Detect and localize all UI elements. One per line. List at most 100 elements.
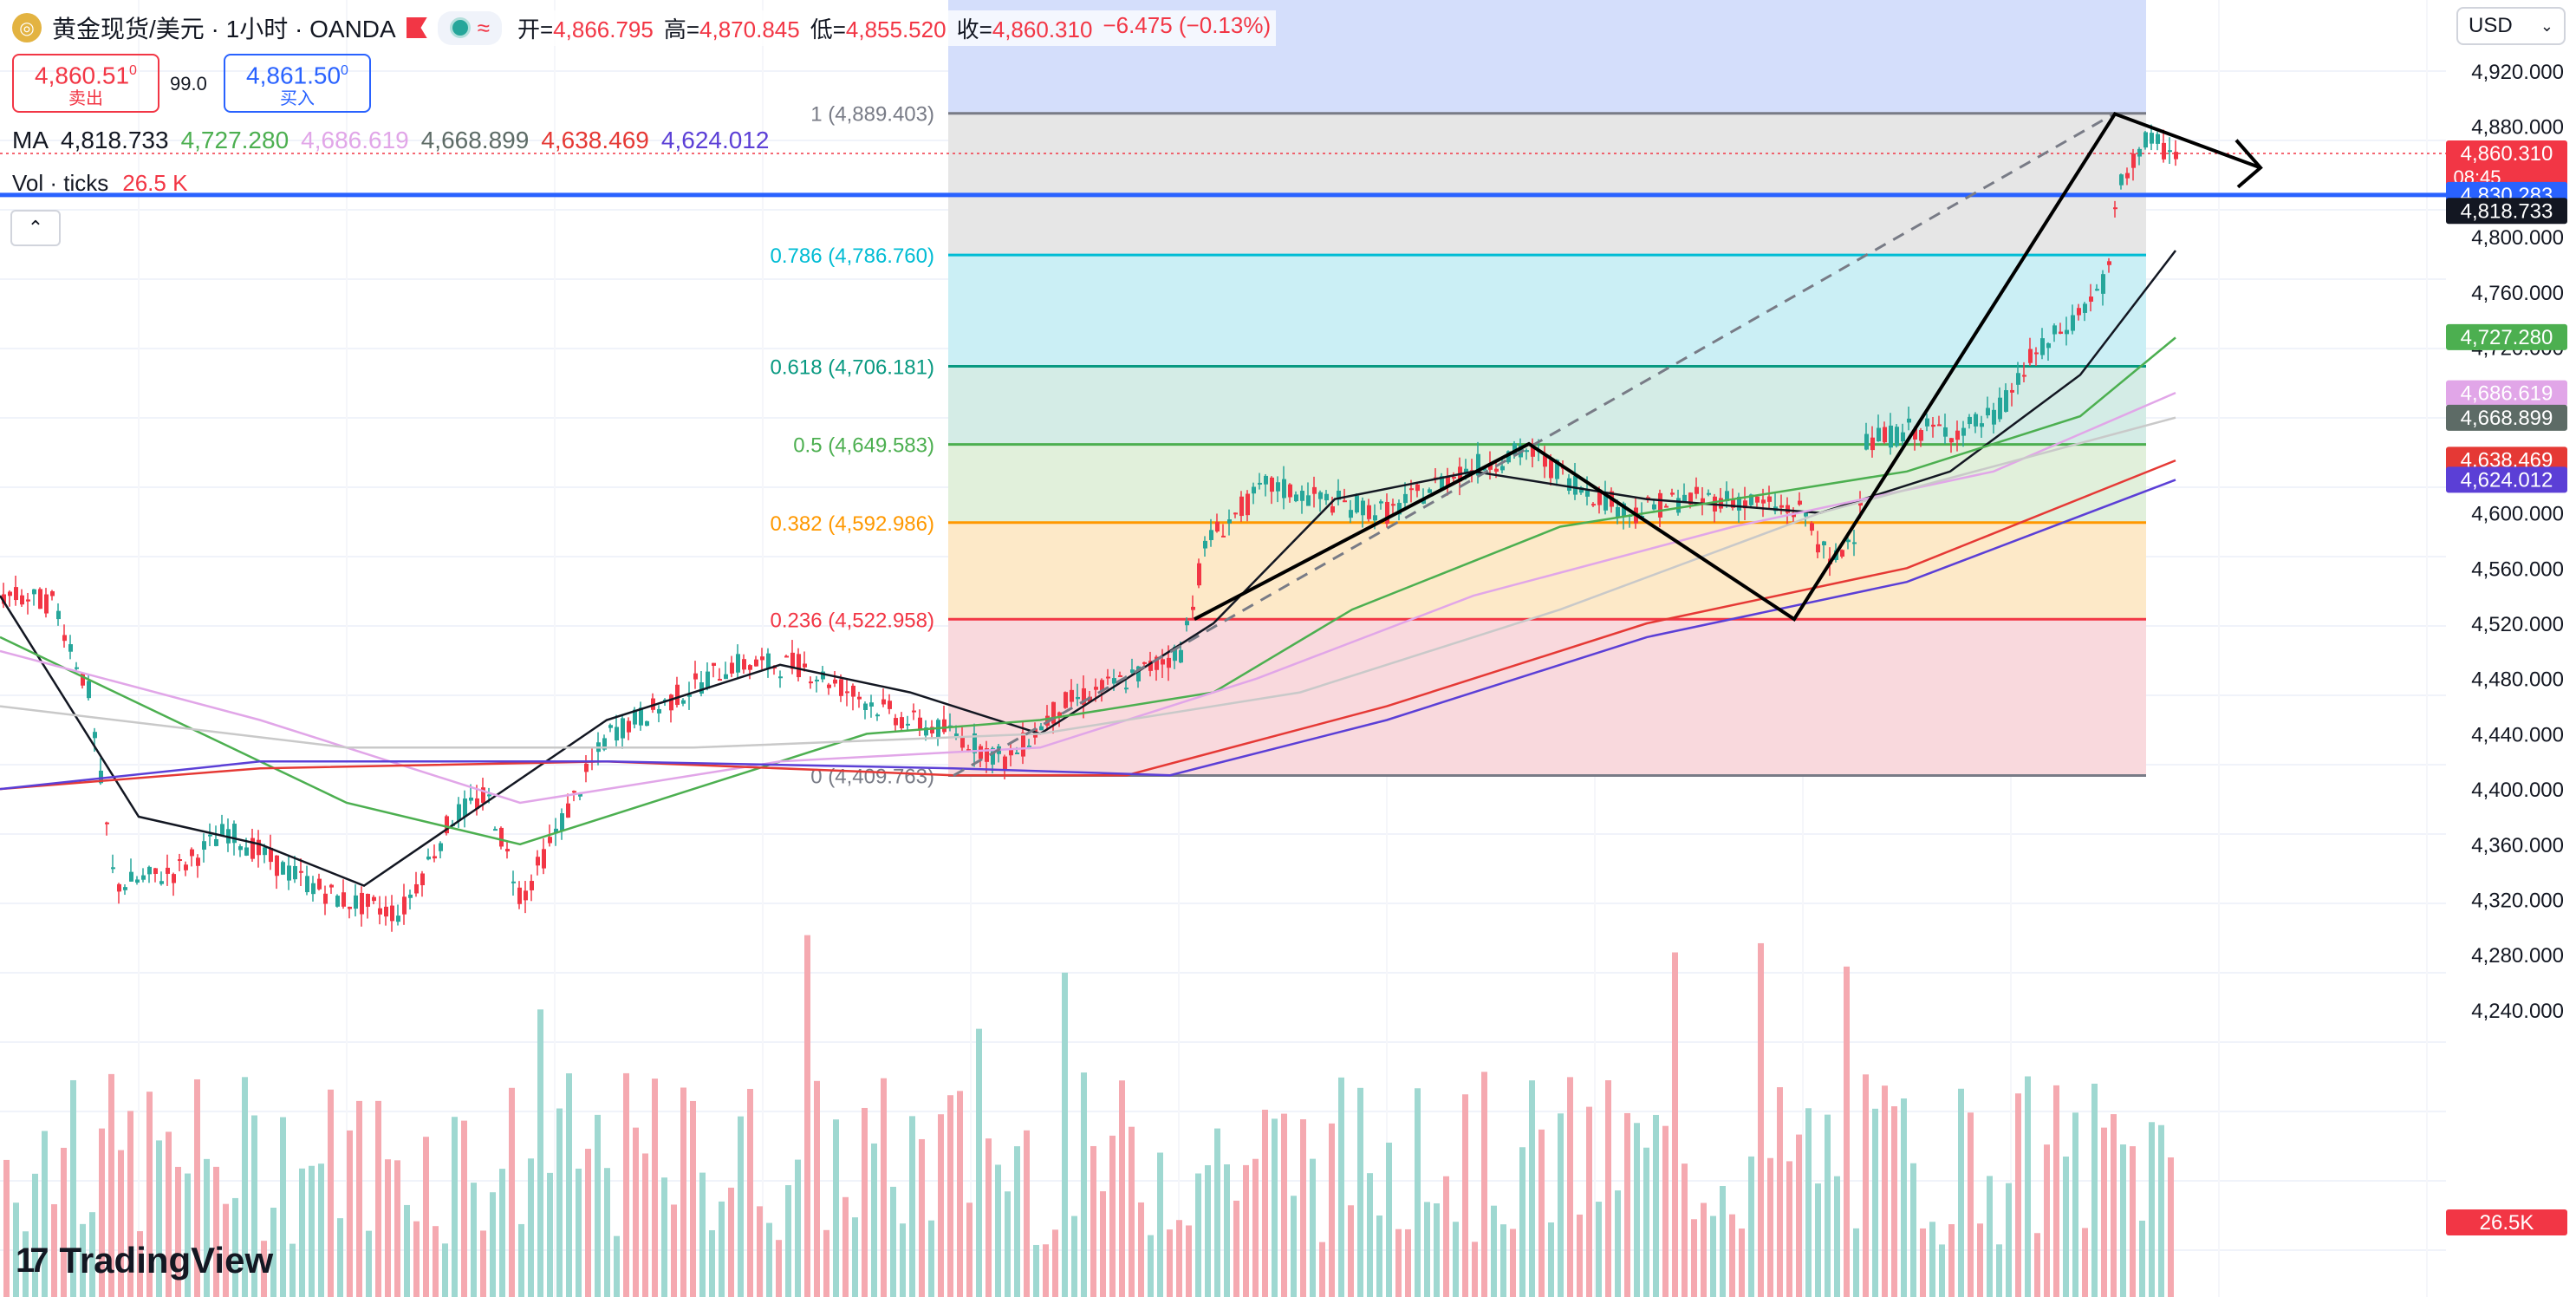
price-axis-tick: 4,920.000 [2471,61,2564,84]
sell-button[interactable]: 4,860.510 卖出 [12,54,159,113]
candle-body [530,881,534,890]
symbol-title[interactable]: 黄金现货/美元 · 1小时 · OANDA [52,16,396,42]
candle-body [1786,505,1790,513]
candle-body [1579,487,1584,493]
candle-body [2071,315,2075,331]
ma-legend[interactable]: MA 4,818.733 4,727.280 4,686.619 4,668.8… [12,127,769,154]
candle-body [1167,657,1171,668]
volume-bar [862,1107,868,1297]
candle-body [706,671,710,689]
volume-bar [80,1223,86,1297]
volume-bar [1195,1173,1201,1297]
chevron-down-icon: ⌄ [2540,16,2553,35]
buy-price: 4,861.50 [246,62,342,89]
moving-average-line [0,479,2176,791]
market-status-pill[interactable]: ≈ [437,10,502,45]
volume-bar [1186,1225,1192,1297]
volume-bar [2015,1093,2021,1297]
volume-bar [747,1088,753,1297]
volume-bar [1205,1164,1211,1297]
volume-bar [2149,1122,2155,1297]
volume-bar [1958,1088,1964,1297]
candle-body [1543,455,1547,467]
candle-body [566,803,570,818]
candle-body [1877,427,1881,442]
candle-body [554,828,558,834]
volume-bar [2101,1127,2107,1297]
candle-body [1264,475,1268,485]
candle-body [693,673,698,680]
volume-legend[interactable]: Vol · ticks 26.5 K [12,170,187,197]
candle-body [2101,274,2105,294]
candle-body [1682,494,1687,503]
candle-body [778,676,783,679]
candle-body [615,727,619,741]
volume-bar [2130,1146,2136,1297]
candle-body [1185,621,1189,626]
candle-body [973,733,977,753]
candle-body [1330,505,1335,513]
volume-bar [1844,966,1850,1297]
candle-body [1421,499,1426,504]
candle-body [991,747,995,765]
candle-body [1227,519,1232,524]
candle-body [499,827,504,847]
candle-body [2052,325,2057,335]
tradingview-mark-icon: 17 [16,1241,49,1280]
candle-body [803,663,807,668]
volume-bar [2053,1085,2059,1297]
candle-body [1136,666,1141,681]
candle-body [1943,427,1948,437]
candle-body [1864,433,1869,450]
candle-body [1870,437,1875,451]
tradingview-logo[interactable]: 17 TradingView [16,1240,273,1281]
candle-body [1124,688,1129,690]
candle-body [1688,492,1693,505]
candle-body [2113,207,2117,210]
volume-bar [661,1177,667,1297]
candle-body [1512,443,1517,455]
volume-bar [1319,1242,1325,1297]
flag-icon[interactable] [406,17,427,38]
candle-body [894,718,898,726]
moving-average-line [0,336,2176,846]
fib-level-label: 1 (4,889.403) [810,103,934,127]
volume-bar [42,1131,48,1297]
candle-body [457,804,461,821]
candle-body [572,791,576,793]
volume-bar [1252,1158,1259,1297]
volume-bar [223,1203,229,1297]
price-axis-tick: 4,480.000 [2471,668,2564,692]
candle-body [1889,425,1893,448]
buy-button[interactable]: 4,861.500 买入 [224,54,371,113]
price-tag [2446,446,2567,473]
candle-body [1986,407,1990,416]
volume-bar [1558,1113,1564,1297]
candle-body [372,896,376,902]
volume-bar [680,1087,686,1297]
volume-bar [1405,1229,1411,1297]
spread-value: 99.0 [170,73,207,95]
candle-body [2040,338,2045,355]
volume-bar [1357,1087,1363,1297]
volume-bar [2082,1228,2088,1297]
fib-level-label: 0.618 (4,706.181) [771,356,934,380]
collapse-legend-button[interactable]: ⌃ [10,210,61,246]
volume-bar [1948,1224,1955,1297]
currency-select[interactable]: USD ⌄ [2456,7,2566,45]
candle-body [1015,752,1019,754]
candle-body [1203,540,1207,549]
ma-value: 4,624.012 [660,127,770,153]
candle-body [724,674,728,680]
candle-body [888,701,892,709]
volume-bar [938,1114,944,1297]
candle-body [220,824,224,836]
candle-body [408,894,413,898]
volume-bar [51,1203,57,1297]
candle-body [1707,492,1711,495]
volume-bar [1262,1109,1268,1297]
candle-body [621,718,625,739]
candle-body [2004,390,2008,412]
candle-body [2137,148,2142,157]
